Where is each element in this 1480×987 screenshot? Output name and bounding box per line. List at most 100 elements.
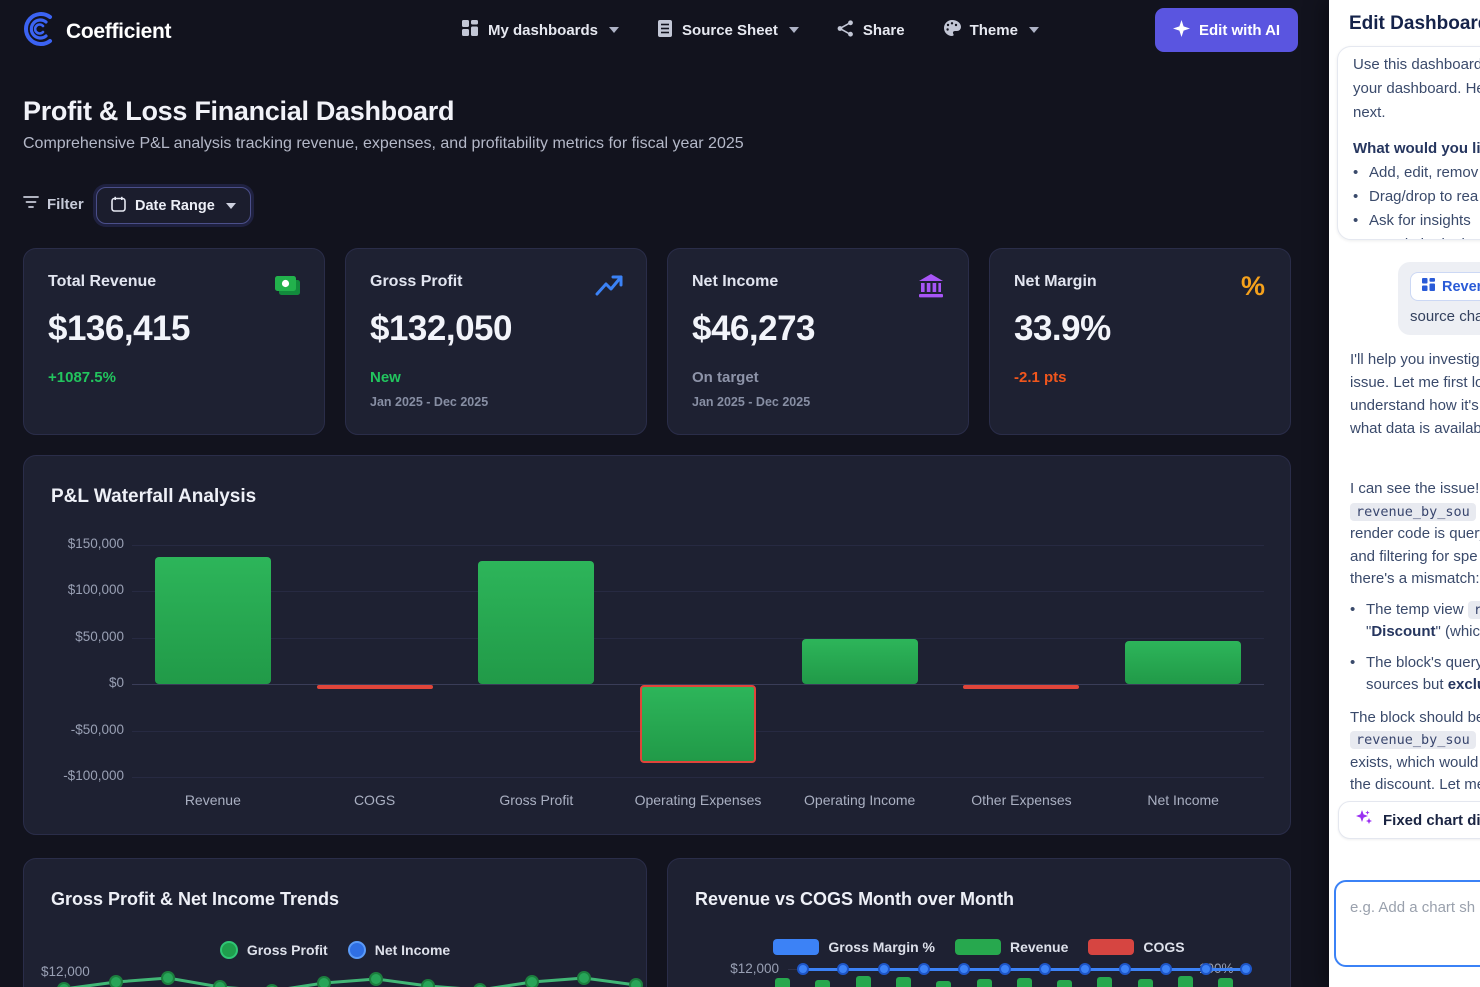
revenue-source-chip[interactable]: Revenue (1410, 272, 1480, 301)
edit-ai-label: Edit with AI (1199, 21, 1281, 39)
sparkles-icon (1355, 809, 1373, 831)
filter-label: Filter (47, 195, 84, 213)
nav-my-dashboards[interactable]: My dashboards (462, 19, 620, 41)
legend-net-income: Net Income (347, 941, 450, 959)
sidebar-text-line: The block should be (1350, 707, 1480, 730)
edit-with-ai-button[interactable]: Edit with AI (1155, 8, 1299, 52)
legend-gross-profit: Gross Profit (219, 941, 328, 959)
kpi-delta: New (370, 369, 401, 386)
mom-margin-point (1038, 963, 1051, 975)
waterfall-x-label: Gross Profit (499, 792, 574, 808)
waterfall-plot-area: $150,000 $100,000 $50,000 $0 -$50,000 -$100,0… (24, 456, 1290, 834)
waterfall-bar-cogs (316, 685, 433, 690)
mom-margin-point (998, 963, 1011, 975)
gross-profit-legend-dot-icon (219, 941, 238, 959)
nav-label: Theme (969, 21, 1018, 39)
sidebar-text-line: •Tweak the look y (1353, 233, 1480, 239)
fixed-chart-action-chip[interactable]: Fixed chart dis (1338, 801, 1480, 839)
dashboards-grid-icon (462, 19, 479, 41)
waterfall-gridline (132, 637, 1264, 639)
trends-data-point (109, 975, 123, 987)
mom-revenue-bar (976, 979, 992, 987)
waterfall-x-label: Operating Income (804, 792, 916, 808)
nav-theme[interactable]: Theme (943, 19, 1039, 41)
waterfall-chart-card: P&L Waterfall Analysis $150,000 $100,000 $… (23, 455, 1291, 835)
date-range-button[interactable]: Date Range (96, 187, 251, 224)
trends-data-point (369, 972, 383, 986)
mom-revenue-bar (1097, 977, 1113, 987)
sidebar-text-line: the discount. Let me (1350, 774, 1480, 797)
text: render code is query (1350, 525, 1480, 542)
percent-icon: % (1240, 270, 1265, 301)
banknotes-icon (272, 271, 302, 301)
action-chip-label: Fixed chart dis (1383, 811, 1480, 829)
sidebar-text-line: What would you lik (1353, 137, 1480, 161)
mom-revenue-bar (1178, 976, 1193, 987)
kpi-delta: On target (692, 369, 759, 386)
kpi-gross-profit: Gross Profit $132,050 New Jan 2025 - Dec… (345, 248, 647, 435)
mom-revenue-bar (815, 980, 831, 987)
mom-chart-title: Revenue vs COGS Month over Month (695, 889, 1015, 909)
text: I can see the issue! T (1350, 480, 1480, 497)
inline-code-chip: revenue_by_sou (1350, 502, 1476, 521)
sidebar-text-line: revenue_by_sou (1350, 501, 1480, 524)
gross-margin-legend-swatch-icon (773, 939, 820, 955)
chip-label: Revenue (1442, 278, 1480, 295)
edit-dashboard-panel: Edit Dashboard Use this dashboard your da… (1329, 0, 1480, 987)
text: next. (1353, 104, 1386, 121)
nav-source-sheet[interactable]: Source Sheet (657, 19, 799, 41)
waterfall-y-tick: $50,000 (75, 628, 124, 644)
text: " (whic (1435, 623, 1480, 640)
text: what data is availab (1350, 420, 1480, 437)
legend-revenue: Revenue (955, 939, 1068, 955)
chevron-down-icon (1028, 27, 1039, 33)
legend-gross-margin: Gross Margin % (773, 939, 935, 955)
text: The block should be (1350, 708, 1480, 726)
waterfall-gridline (132, 544, 1264, 546)
kpi-title: Gross Profit (370, 273, 463, 290)
waterfall-bar-net-income (1125, 640, 1242, 684)
legend-cogs: COGS (1088, 939, 1185, 955)
nav-share[interactable]: Share (837, 19, 905, 41)
bullet-icon: • (1353, 164, 1359, 181)
sidebar-text-line: next. (1353, 101, 1480, 125)
mom-margin-point (1200, 963, 1212, 975)
bank-icon (916, 271, 946, 301)
brand[interactable]: Coefficient (20, 10, 172, 53)
user-message-bubble: Revenue source char (1398, 262, 1480, 335)
trends-line-peek (57, 971, 643, 987)
bold-text: exclu (1447, 676, 1480, 693)
trends-chart-card: Gross Profit & Net Income Trends Gross P… (23, 858, 647, 987)
trends-data-point (629, 978, 643, 987)
waterfall-bar-other-expenses (963, 685, 1080, 689)
sidebar-text-line: what data is availab (1350, 417, 1480, 440)
user-message-text: source char (1410, 308, 1480, 325)
waterfall-x-label: Other Expenses (971, 792, 1072, 808)
funnel-filter-icon (23, 195, 39, 213)
mom-revenue-bar (936, 981, 952, 987)
sidebar-text-line: • The temp view r (1350, 599, 1480, 622)
waterfall-gridline (132, 777, 1264, 778)
mom-margin-point (837, 963, 850, 975)
waterfall-bar-revenue (154, 557, 271, 684)
bold-text: What would you lik (1353, 140, 1480, 157)
sidebar-text-line: • Drag/drop to rea (1353, 185, 1480, 209)
kpi-value: 33.9% (1014, 309, 1111, 348)
kpi-title: Net Margin (1014, 273, 1097, 290)
cogs-legend-swatch-icon (1088, 939, 1135, 955)
trends-data-point (577, 971, 591, 985)
sidebar-title: Edit Dashboard (1349, 13, 1480, 34)
top-navbar: Coefficient My dashboards Source Sheet (0, 0, 1329, 60)
chat-input[interactable] (1334, 880, 1480, 967)
filter-control[interactable]: Filter (23, 195, 84, 213)
inline-code-chip: r (1467, 600, 1480, 619)
sidebar-text-line: "Discount" (whic (1350, 621, 1480, 644)
mom-margin-point (917, 963, 930, 975)
mom-margin-point (958, 963, 971, 975)
sidebar-link[interactable]: y (1473, 236, 1480, 239)
mom-left-axis-tick: $12,000 (730, 961, 779, 976)
waterfall-y-tick: $0 (108, 675, 124, 690)
text: " (1366, 623, 1372, 640)
source-sheet-icon (657, 19, 673, 41)
